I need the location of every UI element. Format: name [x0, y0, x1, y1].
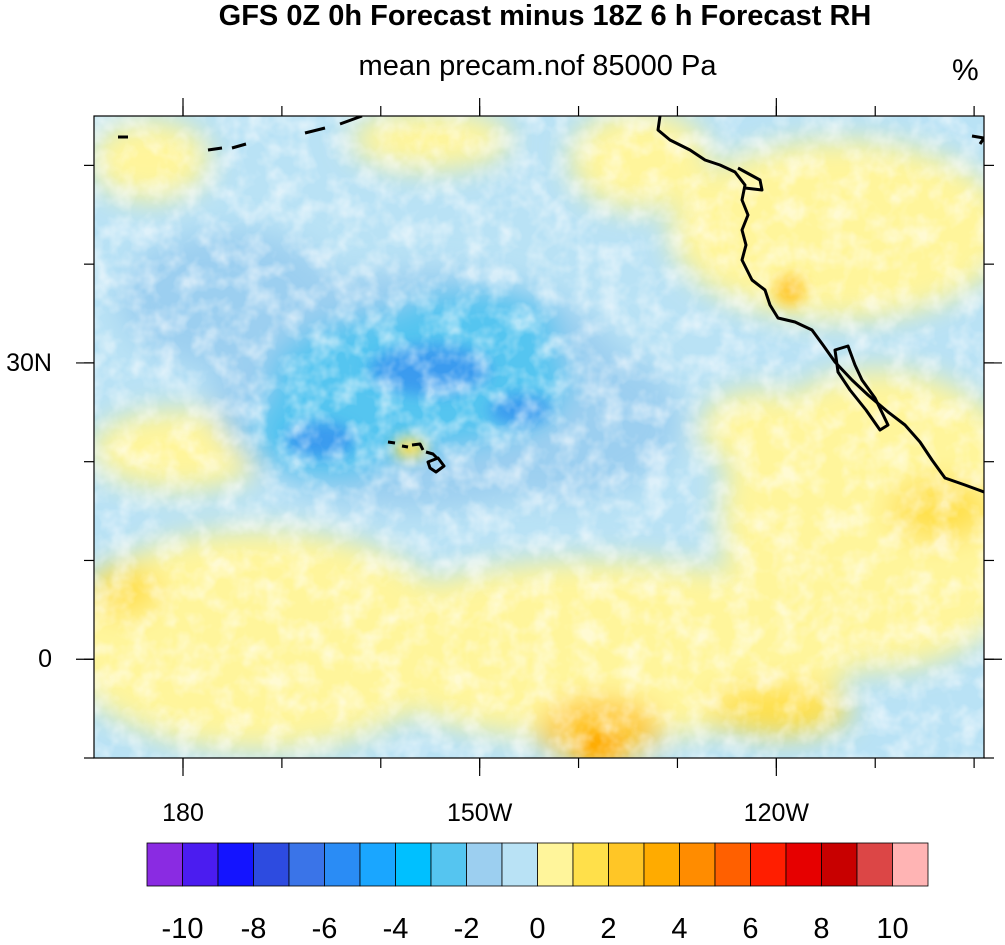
colorbar-swatch: [892, 842, 929, 887]
colorbar-label: 8: [813, 913, 830, 945]
colorbar-swatch: [217, 842, 254, 887]
units-label: %: [952, 54, 979, 87]
colorbar-swatch: [750, 842, 787, 887]
x-tick-label: 150W: [447, 799, 513, 827]
colorbar-label: -8: [240, 913, 267, 945]
colorbar-swatch: [359, 842, 396, 887]
colorbar-swatch: [466, 842, 503, 887]
colorbar-swatch: [324, 842, 361, 887]
map-subtitle: mean precam.nof 85000 Pa: [358, 50, 717, 82]
x-tick-label: 180: [162, 799, 204, 827]
colorbar-label: 4: [671, 913, 688, 945]
colorbar: [146, 842, 929, 887]
colorbar-swatch: [572, 842, 609, 887]
colorbar-swatch: [288, 842, 325, 887]
colorbar-swatch: [182, 842, 219, 887]
y-tick-label: 30N: [6, 348, 52, 377]
colorbar-swatch: [821, 842, 858, 887]
colorbar-swatch: [608, 842, 645, 887]
colorbar-label: 0: [529, 913, 546, 945]
map-frame: [93, 115, 985, 759]
colorbar-swatch: [679, 842, 716, 887]
colorbar-swatch: [714, 842, 751, 887]
colorbar-swatch: [395, 842, 432, 887]
rh-difference-field: [94, 116, 984, 758]
axis-ticks: [76, 98, 1002, 776]
colorbar-label: -4: [382, 913, 409, 945]
coastline: [118, 116, 984, 494]
colorbar-label: -2: [453, 913, 480, 945]
colorbar-label: 10: [876, 913, 909, 945]
colorbar-swatch: [537, 842, 574, 887]
colorbar-swatch: [501, 842, 538, 887]
map-title: GFS 0Z 0h Forecast minus 18Z 6 h Forecas…: [218, 0, 872, 32]
colorbar-label: 2: [600, 913, 617, 945]
colorbar-label: -10: [161, 913, 204, 945]
colorbar-swatch: [856, 842, 893, 887]
colorbar-label: -6: [311, 913, 338, 945]
colorbar-swatch: [643, 842, 680, 887]
x-tick-label: 120W: [743, 799, 809, 827]
colorbar-swatch: [253, 842, 290, 887]
colorbar-swatch: [785, 842, 822, 887]
colorbar-swatch: [146, 842, 183, 887]
colorbar-label: 6: [742, 913, 759, 945]
colorbar-swatch: [430, 842, 467, 887]
y-tick-label: 0: [38, 645, 52, 674]
